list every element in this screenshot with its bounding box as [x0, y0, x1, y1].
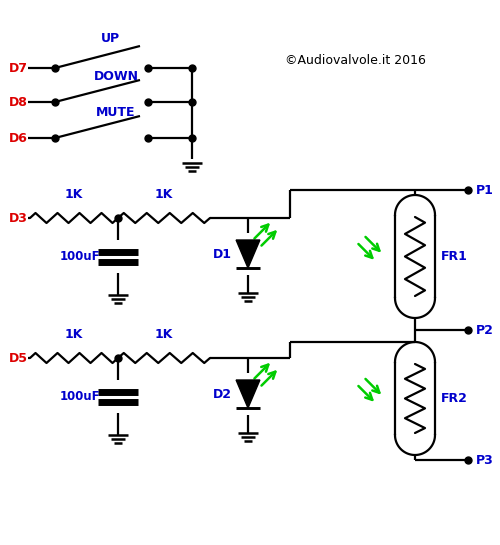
Text: MUTE: MUTE	[96, 106, 136, 118]
Text: 1K: 1K	[65, 188, 83, 201]
Text: D1: D1	[212, 247, 232, 261]
Text: 100uF: 100uF	[60, 250, 100, 263]
Text: P3: P3	[476, 453, 494, 467]
Text: FR2: FR2	[441, 392, 468, 405]
Text: FR1: FR1	[441, 250, 468, 263]
Text: P1: P1	[476, 184, 494, 197]
Text: UP: UP	[100, 32, 119, 45]
Text: 1K: 1K	[65, 328, 83, 341]
Text: D8: D8	[8, 95, 28, 108]
Polygon shape	[236, 240, 260, 268]
Text: DOWN: DOWN	[94, 70, 138, 82]
Polygon shape	[236, 380, 260, 408]
Text: D6: D6	[8, 131, 28, 144]
Text: D7: D7	[8, 62, 28, 75]
Text: P2: P2	[476, 324, 494, 336]
Text: D3: D3	[8, 211, 28, 225]
Text: 1K: 1K	[155, 328, 173, 341]
Text: 100uF: 100uF	[60, 390, 100, 403]
Text: D5: D5	[8, 352, 28, 365]
Text: D2: D2	[212, 387, 232, 401]
Text: 1K: 1K	[155, 188, 173, 201]
Text: ©Audiovalvole.it 2016: ©Audiovalvole.it 2016	[284, 53, 426, 66]
